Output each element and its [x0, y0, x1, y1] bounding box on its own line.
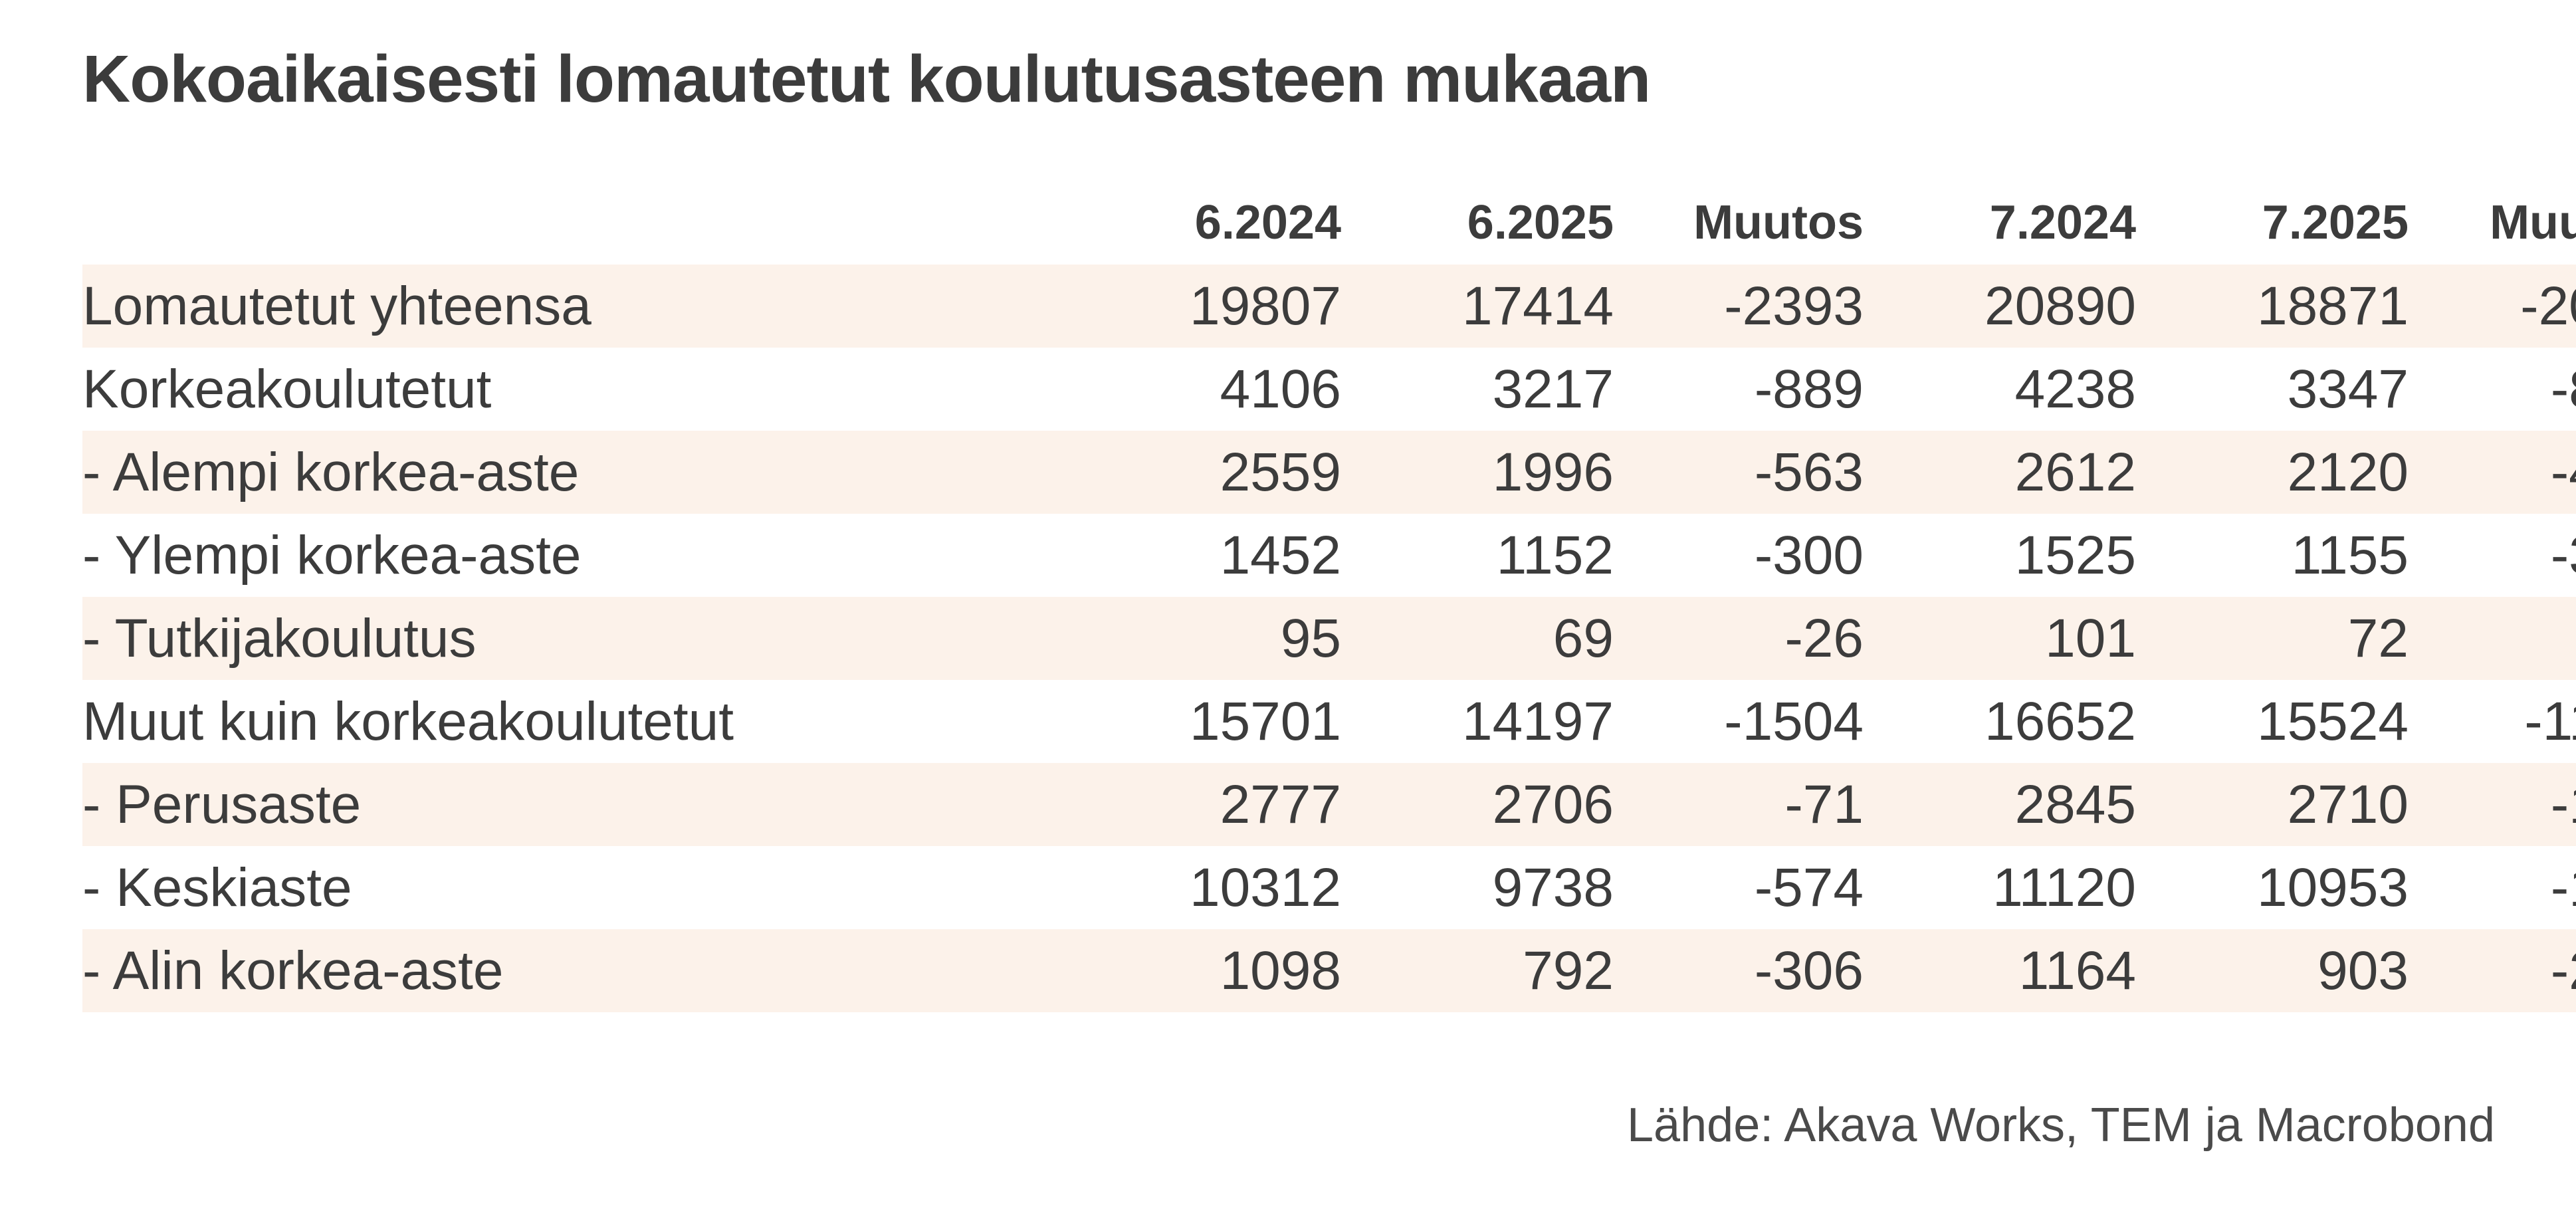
table-cell: 18871: [2256, 275, 2409, 336]
table-cell: 15701: [1189, 691, 1341, 752]
table-row: - Alin korkea-aste 1098 792 -306 1164 903 -261: [82, 929, 2576, 1012]
table-cell: -306: [1754, 940, 1864, 1001]
table-cell: 17414: [1461, 275, 1614, 336]
row-label: - Tutkijakoulutus: [82, 607, 477, 669]
table-cell: -492: [2550, 441, 2576, 502]
table-cell: -26: [1784, 607, 1864, 669]
table-cell: -71: [1784, 774, 1864, 835]
table-cell: 95: [1280, 607, 1341, 669]
table-row: Muut kuin korkeakoulutetut 15701 14197 -150…: [82, 680, 2576, 763]
table-cell: -2393: [1724, 275, 1864, 336]
column-header-label: [82, 181, 1069, 265]
table-row: - Perusaste 2777 2706 -71 2845 2710 -135: [82, 763, 2576, 846]
table-row: - Keskiaste 10312 9738 -574 11120 10953 -167: [82, 846, 2576, 929]
table-cell: -891: [2550, 358, 2576, 419]
table-cell: 1996: [1492, 441, 1614, 502]
row-label: Lomautetut yhteensa: [82, 275, 591, 336]
column-header-7-2025: 7.2025: [2262, 196, 2409, 249]
table-row: - Tutkijakoulutus 95 69 -26 101 72-29: [82, 597, 2576, 680]
table-cell: 792: [1523, 940, 1614, 1001]
table-cell: -370: [2550, 524, 2576, 586]
table-row: - Ylempi korkea-aste 1452 1152 -300 1525 1155…: [82, 514, 2576, 597]
column-header-muutos-6: Muutos: [1693, 196, 1864, 249]
table-cell: -1504: [1724, 691, 1864, 752]
table-cell: 14197: [1461, 691, 1614, 752]
table-cell: 3217: [1492, 358, 1614, 419]
table-cell: 1525: [2014, 524, 2136, 586]
table-cell: -1128: [2524, 691, 2576, 752]
table-cell: 69: [1553, 607, 1614, 669]
table-cell: 2612: [2014, 441, 2136, 502]
table-cell: 2710: [2287, 774, 2409, 835]
table-cell: 9738: [1492, 857, 1614, 918]
column-header-muutos-7: Muutos: [2490, 196, 2576, 249]
column-header-6-2025: 6.2025: [1467, 196, 1614, 249]
table-cell: -29: [2409, 597, 2576, 680]
header-row: 6.2024 6.2025 Muutos 7.2024 7.2025 Muuto…: [82, 181, 2576, 265]
data-table: 6.2024 6.2025 Muutos 7.2024 7.2025 Muuto…: [82, 181, 2576, 1012]
chart-title: Kokoaikaisesti lomautetut koulutusasteen…: [82, 42, 1651, 116]
row-label: Muut kuin korkeakoulutetut: [82, 691, 734, 752]
column-header-7-2024: 7.2024: [1989, 196, 2136, 249]
table-cell: 2845: [2014, 774, 2136, 835]
table-cell: 3347: [2287, 358, 2409, 419]
row-label: - Perusaste: [82, 774, 362, 835]
row-label: - Alin korkea-aste: [82, 940, 504, 1001]
table-cell: -167: [2550, 857, 2576, 918]
table-cell: 10953: [2256, 857, 2409, 918]
row-label: Korkeakoulutetut: [82, 358, 492, 419]
table-cell: 20890: [1984, 275, 2136, 336]
table-cell: 1152: [1496, 524, 1614, 586]
row-label: - Alempi korkea-aste: [82, 441, 580, 502]
table-body: Lomautetut yhteensa 19807 17414 -2393 20890 1…: [82, 265, 2576, 1012]
table-cell: -574: [1754, 857, 1864, 918]
table-cell: 19807: [1189, 275, 1341, 336]
table-cell: 4238: [2014, 358, 2136, 419]
column-header-6-2024: 6.2024: [1194, 196, 1341, 249]
table-cell: -889: [1754, 358, 1864, 419]
table-cell: 10312: [1189, 857, 1341, 918]
table-cell: 15524: [2256, 691, 2409, 752]
row-label: - Ylempi korkea-aste: [82, 524, 582, 586]
table-cell: 101: [2045, 607, 2136, 669]
table-cell: -563: [1754, 441, 1864, 502]
table-cell: 2777: [1220, 774, 1341, 835]
table-cell: 4106: [1220, 358, 1341, 419]
table-cell: -135: [2550, 774, 2576, 835]
table-cell: 1155: [2291, 524, 2409, 586]
table-row: Korkeakoulutetut 4106 3217 -889 4238 3347 -891: [82, 348, 2576, 431]
table-cell: 2706: [1492, 774, 1614, 835]
table-cell: 1164: [2018, 940, 2136, 1001]
table-cell: 72: [2347, 607, 2409, 669]
table-cell: 16652: [1984, 691, 2136, 752]
table-cell: 903: [2317, 940, 2409, 1001]
table-cell: -261: [2550, 940, 2576, 1001]
table-row: - Alempi korkea-aste 2559 1996 -563 2612 2120…: [82, 431, 2576, 514]
table-cell: -2019: [2520, 275, 2576, 336]
table-cell: 1098: [1220, 940, 1341, 1001]
table-cell: 11120: [1992, 857, 2136, 918]
table-row: Lomautetut yhteensa 19807 17414 -2393 20890 1…: [82, 265, 2576, 348]
table-cell: 2120: [2287, 441, 2409, 502]
source-note: Lähde: Akava Works, TEM ja Macrobond: [1627, 1099, 2495, 1152]
table-cell: -300: [1754, 524, 1864, 586]
table-cell: 2559: [1220, 441, 1341, 502]
row-label: - Keskiaste: [82, 857, 352, 918]
table-cell: 1452: [1220, 524, 1341, 586]
